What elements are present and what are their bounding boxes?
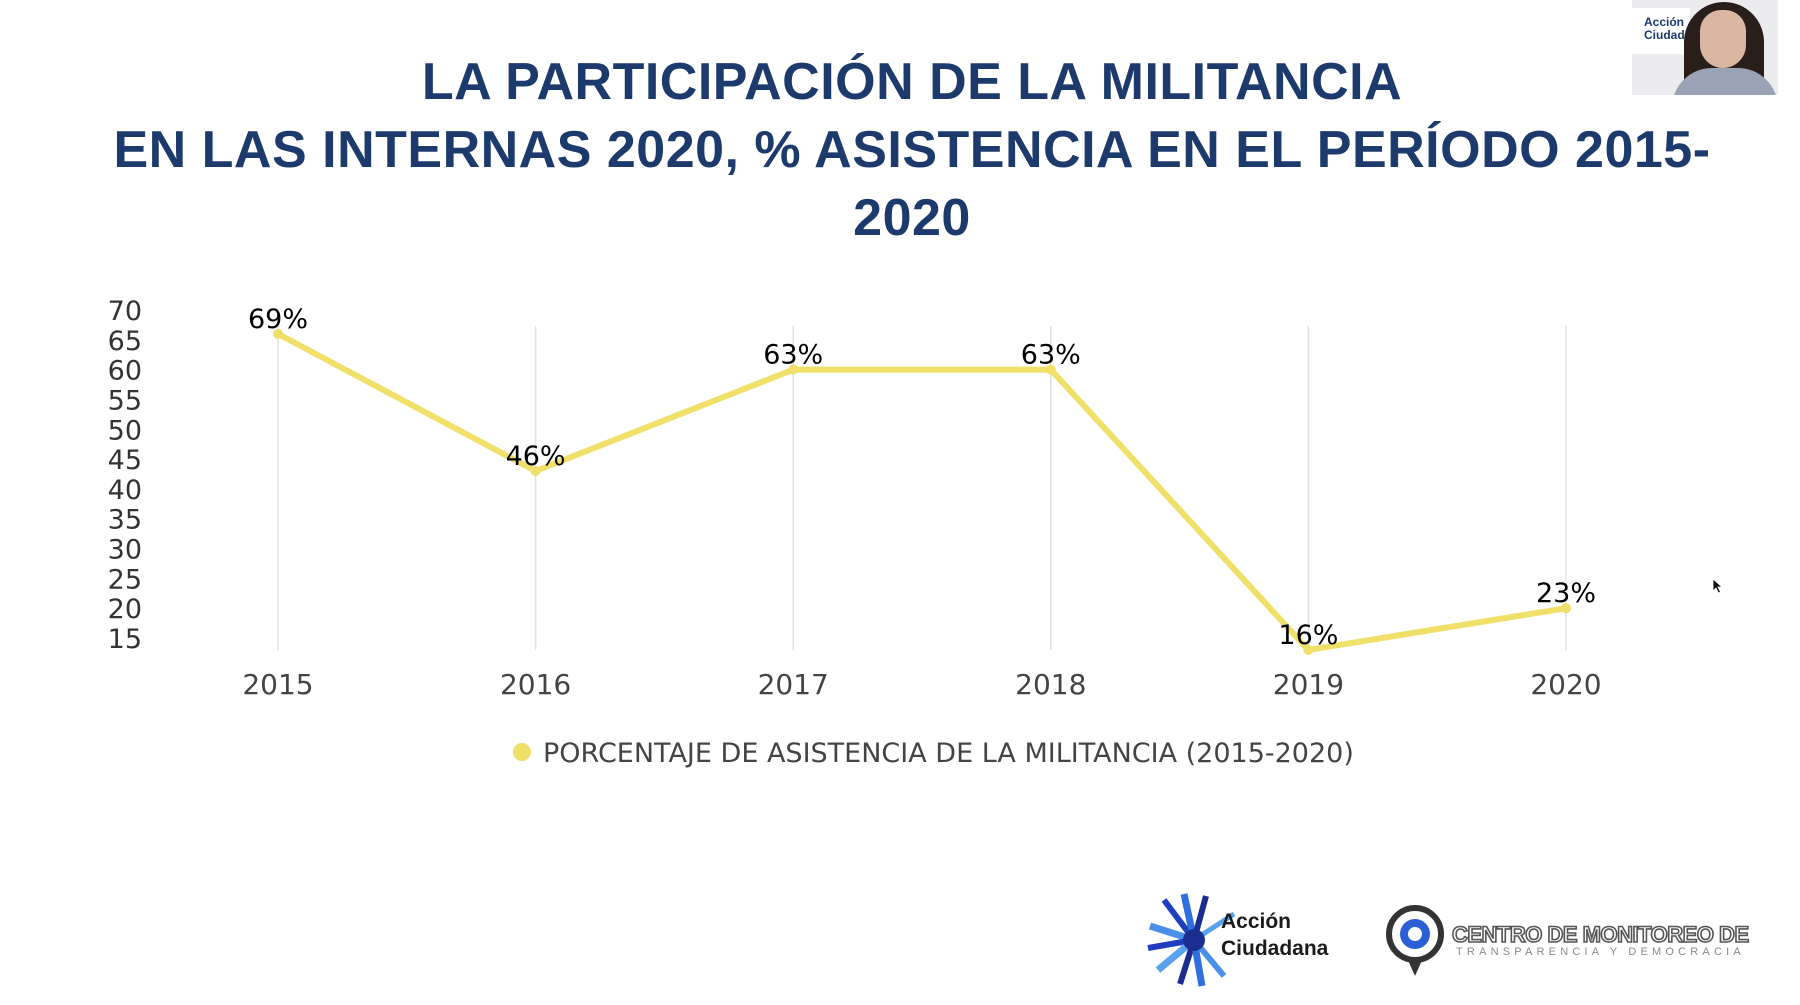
- data-label: 23%: [1536, 578, 1596, 609]
- y-tick-label: 20: [108, 594, 142, 625]
- monitoreo-eye-logo-icon: [1386, 905, 1444, 976]
- mouse-cursor-icon: [1712, 578, 1724, 594]
- data-label: 63%: [763, 340, 823, 371]
- data-label: 63%: [1021, 340, 1081, 371]
- legend-marker: [513, 743, 531, 761]
- y-tick-label: 60: [108, 356, 142, 387]
- accion-ciudadana-logo-text: Acción Ciudadana: [1221, 910, 1329, 960]
- x-tick-label: 2017: [758, 668, 829, 701]
- accion-ciudadana-logo-icon: [1147, 893, 1236, 987]
- series-line-path: [275, 330, 1569, 653]
- monitoreo-logo-title: CENTRO DE MONITOREO DE: [1451, 921, 1750, 948]
- y-tick-label: 30: [108, 535, 142, 566]
- data-point: [1303, 644, 1314, 655]
- data-point: [273, 328, 283, 339]
- data-label: 46%: [506, 441, 566, 472]
- title-line-1: LA PARTICIPACIÓN DE LA MILITANCIA: [421, 53, 1403, 111]
- y-tick-label: 65: [108, 326, 142, 357]
- x-tick-label: 2018: [1015, 668, 1086, 701]
- x-tick-label: 2015: [242, 668, 313, 701]
- data-label: 16%: [1278, 620, 1338, 651]
- data-point: [788, 364, 799, 375]
- data-point: [530, 466, 541, 477]
- webcam-logo-text: Acción Ciudad: [1644, 15, 1685, 42]
- title-line-2: EN LAS INTERNAS 2020, % ASISTENCIA EN EL…: [113, 121, 1711, 179]
- data-label: 69%: [248, 304, 308, 335]
- x-tick-label: 2019: [1273, 668, 1344, 701]
- x-tick-label: 2016: [500, 668, 571, 701]
- data-labels: 69% 46% 63% 63% 16% 23%: [248, 304, 1596, 651]
- slide-title: LA PARTICIPACIÓN DE LA MILITANCIA EN LAS…: [0, 48, 1800, 252]
- webcam-logo: [1632, 8, 1690, 54]
- data-point: [1561, 603, 1571, 614]
- presenter-face: [1700, 10, 1746, 68]
- y-tick-label: 40: [108, 475, 142, 506]
- y-tick-label: 70: [108, 296, 142, 327]
- legend: PORCENTAJE DE ASISTENCIA DE LA MILITANCI…: [513, 738, 1354, 769]
- y-tick-label: 15: [108, 624, 142, 655]
- y-tick-label: 50: [108, 415, 142, 446]
- series-line: [273, 328, 1571, 655]
- legend-label: PORCENTAJE DE ASISTENCIA DE LA MILITANCI…: [543, 738, 1354, 769]
- title-line-3: 2020: [853, 189, 971, 247]
- data-point: [1045, 364, 1056, 375]
- y-tick-label: 55: [108, 385, 142, 416]
- y-tick-label: 25: [108, 564, 142, 595]
- y-tick-label: 35: [108, 505, 142, 536]
- gridlines: [277, 326, 1567, 650]
- x-tick-label: 2020: [1530, 668, 1601, 701]
- y-tick-label: 45: [108, 445, 142, 476]
- x-axis: 2015 2016 2017 2018 2019 2020: [242, 668, 1601, 701]
- monitoreo-logo-subtitle: TRANSPARENCIA Y DEMOCRACIA: [1456, 946, 1745, 958]
- webcam-video: Acción Ciudad: [1632, 0, 1778, 95]
